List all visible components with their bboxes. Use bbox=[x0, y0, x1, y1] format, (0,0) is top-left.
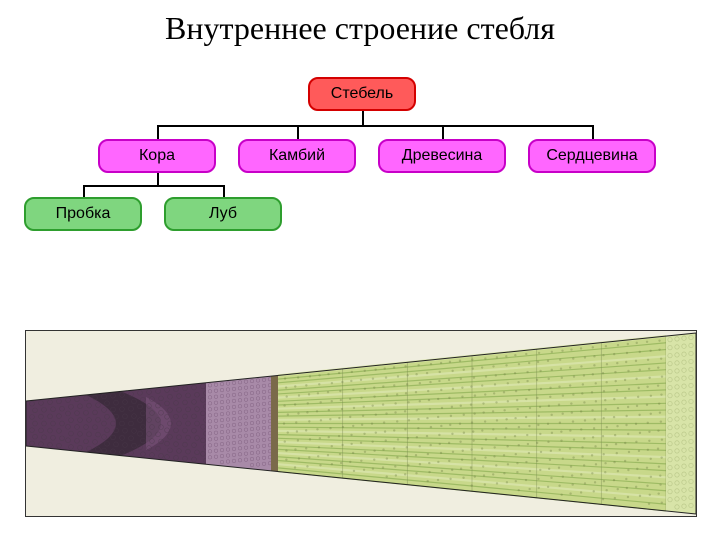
connector bbox=[83, 185, 85, 197]
node-label: Сердцевина bbox=[546, 147, 637, 165]
node-cork: Пробка bbox=[24, 197, 142, 231]
connector bbox=[157, 125, 592, 127]
connector bbox=[592, 125, 594, 139]
page-title: Внутреннее строение стебля bbox=[0, 10, 720, 47]
stem-micrograph bbox=[25, 330, 697, 517]
connector bbox=[157, 125, 159, 139]
connector bbox=[362, 111, 364, 125]
connector bbox=[157, 173, 159, 185]
node-phloem: Луб bbox=[164, 197, 282, 231]
node-label: Кора bbox=[139, 147, 175, 165]
node-stem: Стебель bbox=[308, 77, 416, 111]
tree-diagram: Стебель Кора Камбий Древесина Сердцевина… bbox=[0, 47, 720, 247]
connector bbox=[223, 185, 225, 197]
node-label: Стебель bbox=[331, 85, 393, 103]
node-label: Древесина bbox=[402, 147, 483, 165]
node-label: Луб bbox=[209, 205, 237, 223]
node-wood: Древесина bbox=[378, 139, 506, 173]
node-bark: Кора bbox=[98, 139, 216, 173]
node-label: Камбий bbox=[269, 147, 325, 165]
node-pith: Сердцевина bbox=[528, 139, 656, 173]
node-label: Пробка bbox=[56, 205, 111, 223]
connector bbox=[442, 125, 444, 139]
node-cambium: Камбий bbox=[238, 139, 356, 173]
connector bbox=[83, 185, 223, 187]
connector bbox=[297, 125, 299, 139]
